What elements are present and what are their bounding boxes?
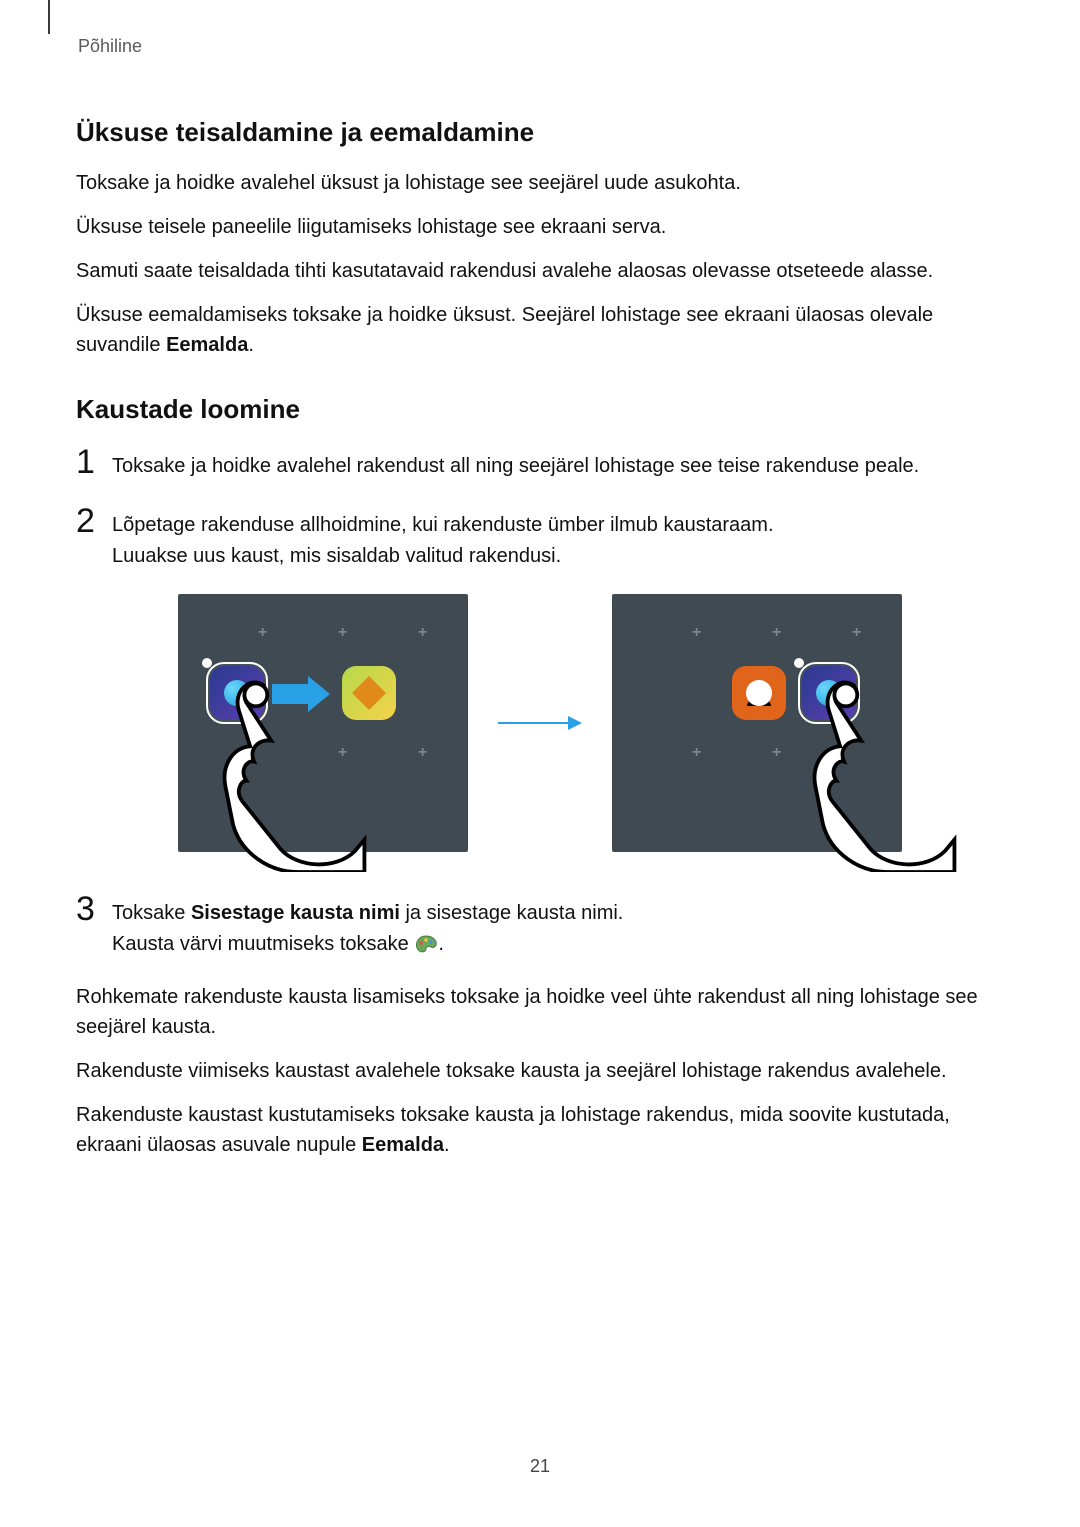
text-run: . [248,334,254,356]
hand-pointer-icon [218,672,368,872]
text-run: Rakenduste kaustast kustutamiseks toksak… [76,1104,950,1156]
breadcrumb: Põhiline [78,36,1004,57]
grid-plus-icon: + [692,624,701,642]
section1-p4: Üksuse eemaldamiseks toksake ja hoidke ü… [76,300,1004,360]
text-run: Luuakse uus kaust, mis sisaldab valitud … [112,545,561,567]
grid-plus-icon: + [338,624,347,642]
person-glyph [744,666,774,713]
grid-plus-icon: + [772,624,781,642]
step-3: 3 Toksake Sisestage kausta nimi ja sises… [76,892,1004,960]
text-run: Lõpetage rakenduse allhoidmine, kui rake… [112,514,774,536]
numbered-list: 1 Toksake ja hoidke avalehel rakendust a… [76,445,1004,572]
tail-p3: Rakenduste kaustast kustutamiseks toksak… [76,1100,1004,1160]
figure-panel-before: + + + + + [178,594,468,852]
transition-arrow-icon [498,716,582,730]
step-1: 1 Toksake ja hoidke avalehel rakendust a… [76,445,1004,482]
page-number: 21 [0,1456,1080,1477]
text-run: Kausta värvi muutmiseks toksake [112,933,414,955]
section1-title: Üksuse teisaldamine ja eemaldamine [76,117,1004,148]
folder-creation-figure: + + + + + + + + [76,594,1004,852]
tail-p2: Rakenduste viimiseks kaustast avalehele … [76,1056,1004,1086]
grid-plus-icon: + [258,624,267,642]
text-run: . [438,933,444,955]
step-text: Toksake Sisestage kausta nimi ja sisesta… [112,892,623,960]
grid-plus-icon: + [692,744,701,762]
bold-eemalda: Eemalda [362,1134,444,1156]
bold-enter-folder-name: Sisestage kausta nimi [191,902,400,924]
step-number: 2 [76,504,112,538]
grid-plus-icon: + [418,744,427,762]
palette-icon [414,933,438,953]
text-run: . [444,1134,450,1156]
text-run: Toksake [112,902,191,924]
bold-eemalda: Eemalda [166,334,248,356]
page-content: Põhiline Üksuse teisaldamine ja eemaldam… [0,0,1080,1160]
step-text: Toksake ja hoidke avalehel rakendust all… [112,445,919,482]
step-number: 3 [76,892,112,926]
section2-title: Kaustade loomine [76,394,1004,425]
section1-p2: Üksuse teisele paneelile liigutamiseks l… [76,212,1004,242]
header-tab-marker [48,0,50,34]
step-2: 2 Lõpetage rakenduse allhoidmine, kui ra… [76,504,1004,572]
grid-plus-icon: + [772,744,781,762]
grid-plus-icon: + [418,624,427,642]
step-number: 1 [76,445,112,479]
numbered-list-cont: 3 Toksake Sisestage kausta nimi ja sises… [76,892,1004,960]
figure-panel-after: + + + + + [612,594,902,852]
app-icon-contacts [732,666,786,720]
text-run: ja sisestage kausta nimi. [400,902,623,924]
section1-p1: Toksake ja hoidke avalehel üksust ja loh… [76,168,1004,198]
section1-p3: Samuti saate teisaldada tihti kasutatava… [76,256,1004,286]
step-text: Lõpetage rakenduse allhoidmine, kui rake… [112,504,774,572]
hand-pointer-icon [808,672,958,872]
tail-p1: Rohkemate rakenduste kausta lisamiseks t… [76,982,1004,1042]
grid-plus-icon: + [852,624,861,642]
